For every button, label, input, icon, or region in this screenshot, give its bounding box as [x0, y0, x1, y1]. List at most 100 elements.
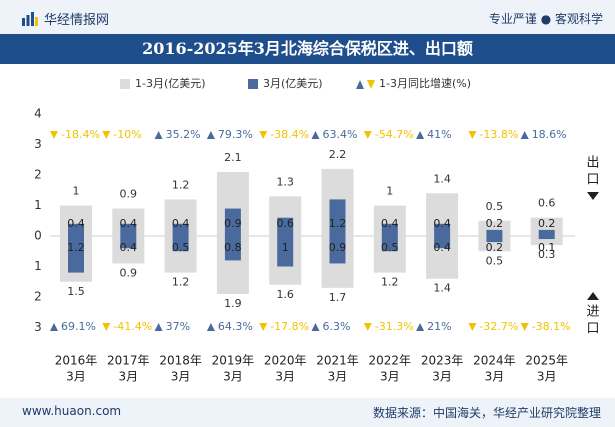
data-label-march-import: 0.5: [381, 241, 399, 254]
data-label-total-import: 1.7: [329, 291, 347, 304]
growth-label-import: -38.1%: [532, 320, 571, 333]
category-label: 2017年: [107, 354, 150, 368]
category-label: 3月: [275, 370, 295, 384]
footer: www.huaon.com 数据来源：中国海关，华经产业研究院整理: [0, 398, 615, 427]
website-link[interactable]: www.huaon.com: [22, 404, 122, 418]
data-label-total-import: 1.2: [381, 276, 399, 289]
side-label-export: 出: [586, 156, 599, 171]
bar-march-import: [329, 236, 346, 264]
growth-marker-export-down: [468, 131, 477, 139]
category-label: 3月: [432, 370, 452, 384]
category-label: 3月: [223, 370, 243, 384]
legend-swatch-total: [120, 79, 130, 89]
bar-march-export: [120, 223, 137, 236]
data-label-march-export: 0.9: [224, 217, 242, 230]
growth-label-export: 41%: [427, 128, 451, 141]
growth-marker-import-up: [416, 323, 425, 331]
bar-march-import: [434, 236, 451, 249]
data-label-march-export: 0.2: [538, 217, 556, 230]
data-label-march-import: 0.4: [433, 241, 451, 254]
bar-march-import: [68, 236, 84, 273]
y-tick-label: 4: [34, 107, 42, 121]
y-tick-label: 2: [34, 168, 42, 182]
growth-marker-import-down: [259, 323, 268, 331]
growth-label-import: -41.4%: [113, 320, 152, 333]
growth-label-export: 63.4%: [323, 128, 358, 141]
data-label-march-export: 0.4: [172, 217, 190, 230]
data-label-march-import: 0.5: [172, 241, 190, 254]
bar-march-export: [329, 199, 346, 236]
side-arrow-up-icon: [587, 192, 599, 200]
category-label: 2021年: [316, 354, 359, 368]
data-label-march-export: 0.6: [276, 217, 294, 230]
category-label: 2018年: [159, 354, 202, 368]
bar-march-export: [434, 223, 451, 236]
category-label: 2025年: [525, 354, 568, 368]
legend-label-total: 1-3月(亿美元): [135, 77, 206, 90]
bar-march-import: [381, 236, 398, 252]
data-label-march-import: 0.1: [538, 241, 556, 254]
bar-march-export: [224, 208, 241, 236]
data-source: 数据来源：中国海关，华经产业研究院整理: [372, 406, 601, 420]
growth-label-export: -18.4%: [61, 128, 100, 141]
category-label: 2024年: [473, 354, 516, 368]
bar-march-import: [120, 236, 137, 249]
brand[interactable]: 华经情报网: [22, 9, 109, 28]
growth-marker-export-up: [311, 131, 320, 139]
growth-marker-export-up: [520, 131, 529, 139]
growth-marker-export-up: [206, 131, 215, 139]
data-label-total-import: 1.5: [67, 285, 85, 298]
data-label-march-export: 1.2: [329, 217, 347, 230]
growth-label-import: 6.3%: [323, 320, 351, 333]
bar-march-export: [172, 223, 189, 236]
data-label-total-import: 0.9: [120, 266, 138, 279]
growth-label-import: -32.7%: [479, 320, 518, 333]
growth-marker-export-down: [50, 131, 58, 139]
growth-marker-import-down: [102, 323, 111, 331]
growth-label-export: -54.7%: [375, 128, 414, 141]
bar-march-export: [381, 223, 398, 236]
category-label: 2020年: [264, 354, 307, 368]
data-label-march-import: 0.9: [329, 241, 347, 254]
chart: 1-3月(亿美元) 3月(亿美元) 1-3月同比增速(%) 4 3 2 1 0 1 2 3 1 1.5 0…: [34, 76, 599, 384]
category-label: 3月: [380, 370, 400, 384]
growth-label-export: -10%: [113, 128, 141, 141]
data-label-march-export: 0.2: [486, 217, 504, 230]
category-label: 3月: [328, 370, 348, 384]
bar-march-import: [172, 236, 189, 252]
data-label-total-export: 0.6: [538, 197, 556, 210]
growth-marker-export-up: [154, 131, 163, 139]
data-label-march-export: 0.4: [67, 217, 85, 230]
category-label: 3月: [66, 370, 86, 384]
growth-marker-import-up: [311, 323, 320, 331]
growth-label-import: 21%: [427, 320, 451, 333]
category-label: 2019年: [212, 354, 255, 368]
growth-label-export: -13.8%: [479, 128, 518, 141]
data-label-total-export: 2.1: [224, 151, 242, 164]
growth-label-export: 35.2%: [166, 128, 201, 141]
growth-marker-export-down: [259, 131, 268, 139]
brand-logo-icon: [22, 11, 38, 26]
data-label-march-import: 0.2: [486, 241, 504, 254]
bar-march-import: [486, 236, 503, 243]
data-label-total-import: 1.6: [276, 288, 294, 301]
y-tick-label: 1: [34, 198, 42, 212]
bar-march-import: [538, 236, 555, 240]
category-label: 3月: [485, 370, 505, 384]
data-label-march-import: 1.2: [67, 241, 85, 254]
growth-marker-export-down: [102, 131, 111, 139]
y-tick-label: 0: [34, 229, 42, 243]
bar-march-export: [68, 223, 84, 236]
legend-label-march: 3月(亿美元): [263, 77, 323, 90]
growth-marker-import-down: [468, 323, 477, 331]
data-label-total-export: 1: [73, 185, 80, 198]
bar-march-import: [277, 236, 294, 267]
data-label-total-export: 1.2: [172, 178, 190, 191]
data-label-total-export: 1: [386, 185, 393, 198]
growth-label-import: 69.1%: [61, 320, 96, 333]
side-arrow-down-icon: [587, 292, 599, 300]
chart-title: 2016-2025年3月北海综合保税区进、出口额: [0, 34, 615, 64]
side-label-import: 进: [586, 305, 599, 320]
category-label: 3月: [118, 370, 138, 384]
data-label-total-import: 1.2: [172, 276, 190, 289]
